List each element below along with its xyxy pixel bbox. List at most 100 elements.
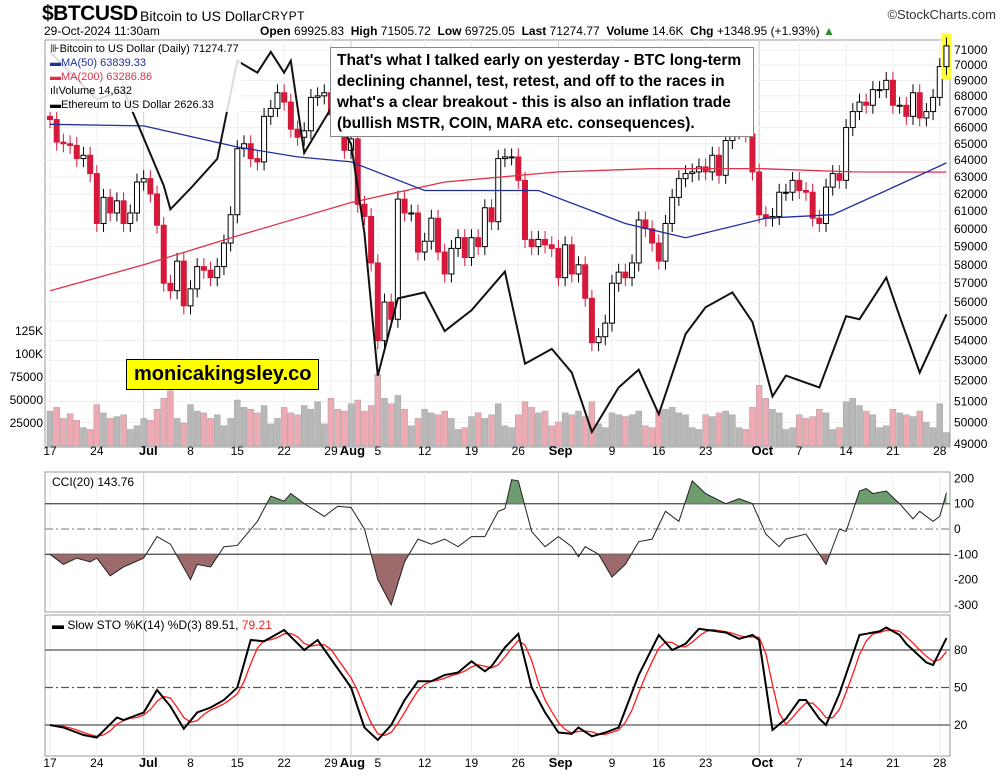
volume-bar [140,418,147,447]
x-tick-label: Jul [139,755,158,770]
volume-bar [153,409,161,447]
y-tick-label: 60000 [954,222,988,236]
x-tick-label: 22 [277,444,291,458]
x-tick-label: 29 [324,444,338,458]
legend-volume: ılıVolume 14,632 [50,85,132,97]
volume-bar [173,418,181,447]
x-tick-label: Sep [549,755,573,770]
volume-bar [334,409,341,447]
volume-bar [568,414,576,447]
candle-body [582,264,589,299]
volume-bar [535,412,542,447]
candle-body [849,111,856,129]
volume-bar [602,427,609,447]
candle-body [936,66,943,98]
volume-bar [214,414,221,447]
volume-bar [842,401,850,447]
volume-bar [46,410,54,447]
candle-body [562,244,569,279]
candle-body [528,238,535,248]
volume-bar [836,427,843,447]
volume-bar [923,421,930,447]
candle-body [361,203,368,217]
chg-value: +1348.95 (+1.93%) [716,24,820,38]
y-tick-label: 71000 [954,43,988,57]
volume-bar [474,412,482,447]
volume-bar [414,418,422,447]
sto-d-value: 79.21 [239,618,273,632]
volume-bar [401,409,408,447]
volume-bar [448,418,455,447]
volume-bar [782,429,790,447]
x-tick-label: 15 [231,756,245,770]
high-label: High [350,24,378,38]
sto-tick-label: 50 [954,681,968,695]
volume-bar [829,429,836,447]
candle-body [267,107,274,117]
candle-body [501,156,508,160]
candle-body [903,104,910,117]
candle-body [475,237,482,248]
cci-tick-label: 0 [954,522,961,536]
volume-bar [702,414,709,447]
candle-body [823,186,830,224]
volume-bar [207,418,214,447]
x-tick-label: 24 [90,444,104,458]
volume-bar [896,412,903,447]
legend-price: ⊪Bitcoin to US Dollar (Daily) 71274.77 [50,43,239,55]
cci-tick-label: -100 [954,547,978,561]
x-tick-label: 21 [886,444,900,458]
volume-bar [883,425,890,447]
candle-icon: ⊪ [50,43,60,55]
candle-body [53,119,60,143]
candle-body [508,156,515,159]
volume-bar [200,412,208,447]
watermark: monicakingsley.co [126,359,320,390]
volume-label: Volume [606,24,649,38]
x-tick-label: 26 [512,756,526,770]
candle-body [722,140,729,176]
volume-bar [100,412,107,447]
volume-bar [307,409,315,447]
y-tick-label: 58000 [954,258,988,272]
legend-ma200: ▬MA(200) 63286.86 [50,71,153,83]
candle-body [321,92,328,97]
volume-tick-label: 100K [15,347,43,361]
volume-bar [301,405,308,447]
candle-body [595,336,602,344]
volume-bar [354,399,361,447]
volume-bar [421,409,428,447]
cci-tick-label: -200 [954,573,978,587]
volume-bar [274,418,281,447]
candle-body [802,190,809,193]
candle-body [876,89,883,92]
candle-body [113,200,120,214]
candle-body [515,156,522,181]
candle-body [608,282,615,324]
volume-bar [267,423,274,447]
volume-bar [796,414,803,447]
volume-bar [60,418,67,447]
x-tick-label: 14 [839,444,853,458]
volume-bar [582,416,589,447]
volume-bar [682,414,689,447]
volume-bar [722,410,729,447]
volume-bar [193,410,201,447]
volume-bar [247,409,254,447]
volume-tick-label: 75000 [10,370,44,384]
x-tick-label: 9 [609,756,616,770]
y-tick-label: 64000 [954,153,988,167]
volume-bar [127,429,134,447]
x-tick-label: 23 [699,444,713,458]
volume-bar [428,412,435,447]
x-tick-label: 24 [90,756,104,770]
candle-body [214,266,221,279]
volume-bar [662,409,669,447]
exchange: CRYPT [262,9,305,23]
candle-body [368,215,375,264]
candle-body [635,219,642,264]
candle-body [455,237,462,249]
candle-body [910,92,917,117]
volume-bar [408,425,415,447]
ma50-line [49,123,947,239]
